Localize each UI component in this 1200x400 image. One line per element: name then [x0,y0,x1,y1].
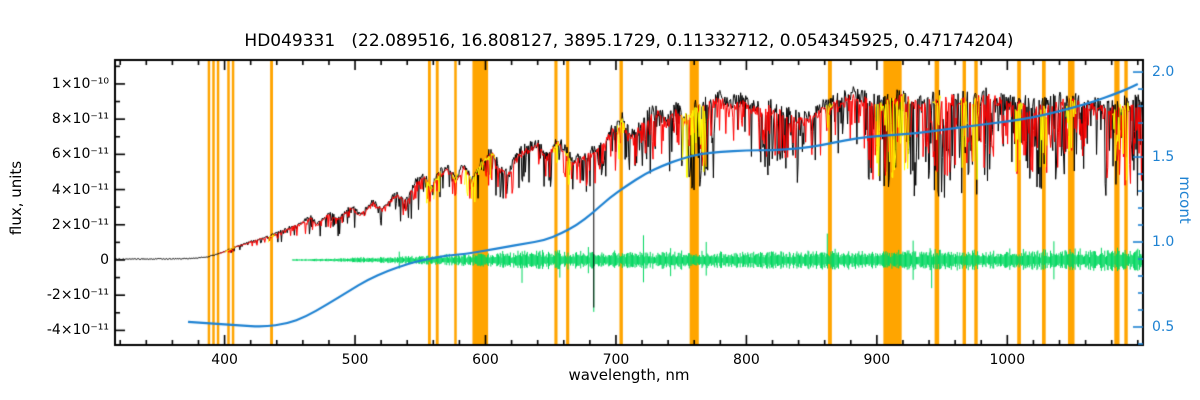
y-left-tick-label: 1×10⁻¹⁰ [51,75,109,92]
y-left-tick-label: -4×10⁻¹¹ [46,322,109,339]
y-right-tick-label: 1.0 [1152,234,1175,250]
y-left-tick-label: -2×10⁻¹¹ [46,287,109,304]
y-left-tick-label: 6×10⁻¹¹ [51,146,109,163]
plot-title: HD049331 (22.089516, 16.808127, 3895.172… [244,31,1014,51]
y-axis-label-left: flux, units [7,160,25,236]
y-right-tick-label: 2.0 [1152,64,1175,81]
x-tick-label: 900 [863,352,891,368]
y-right-tick-label: 0.5 [1152,318,1175,335]
x-axis-label: wavelength, nm [568,366,690,384]
y-left-tick-label: 8×10⁻¹¹ [51,111,109,128]
x-tick-label: 1000 [989,352,1026,368]
y-left-tick-label: 2×10⁻¹¹ [51,216,109,233]
x-tick-label: 600 [472,352,499,368]
x-tick-label: 800 [733,352,760,368]
x-tick-label: 700 [602,352,630,368]
y-right-tick-label: 1.5 [1152,149,1175,166]
x-tick-label: 400 [211,352,238,368]
y-left-tick-label: 4×10⁻¹¹ [51,181,109,198]
y-left-tick-label: 0 [100,251,109,268]
y-axis-label-right: mcont [1176,176,1194,224]
x-tick-label: 500 [341,352,369,368]
